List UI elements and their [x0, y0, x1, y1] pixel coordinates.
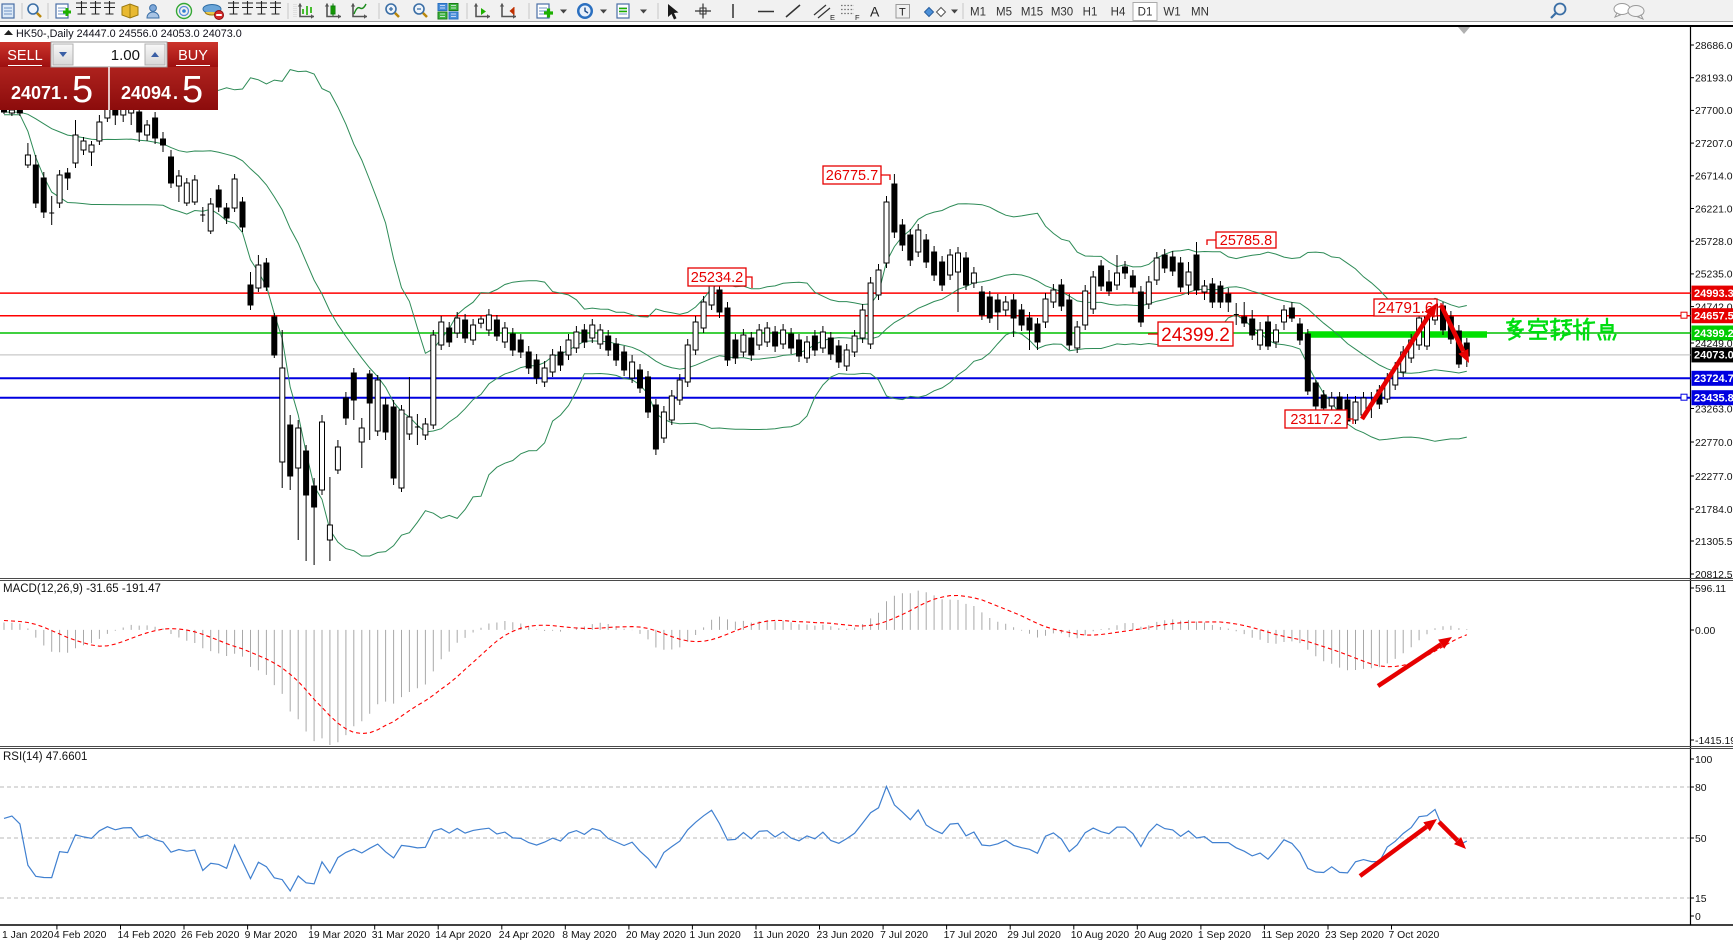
svg-text:23435.8: 23435.8	[1694, 393, 1733, 405]
svg-text:24399.2: 24399.2	[1694, 328, 1733, 340]
svg-text:20812.5: 20812.5	[1695, 570, 1733, 581]
svg-text:31 Mar 2020: 31 Mar 2020	[372, 930, 431, 941]
svg-text:7 Jul 2020: 7 Jul 2020	[880, 930, 928, 941]
svg-text:26714.0: 26714.0	[1695, 172, 1733, 183]
svg-text:M1: M1	[970, 7, 986, 19]
svg-text:24 Apr 2020: 24 Apr 2020	[499, 930, 555, 941]
svg-text:10 Aug 2020: 10 Aug 2020	[1071, 930, 1130, 941]
svg-text:HK50-,Daily 24447.0 24556.0 2: HK50-,Daily 24447.0 24556.0 24053.0 2407…	[16, 28, 242, 40]
svg-text:19 Mar 2020: 19 Mar 2020	[308, 930, 367, 941]
svg-text:W1: W1	[1163, 7, 1180, 19]
svg-text:27207.0: 27207.0	[1695, 139, 1733, 150]
svg-text:H4: H4	[1111, 7, 1126, 19]
svg-text:25235.0: 25235.0	[1695, 270, 1733, 281]
svg-text:8 May 2020: 8 May 2020	[562, 930, 617, 941]
svg-text:24249.0: 24249.0	[1695, 339, 1733, 350]
svg-text:28686.0: 28686.0	[1695, 41, 1733, 52]
svg-text:T: T	[899, 7, 906, 19]
svg-text:15: 15	[1695, 894, 1707, 905]
svg-text:80: 80	[1695, 783, 1707, 794]
svg-text:24993.3: 24993.3	[1694, 288, 1733, 300]
svg-text:100: 100	[1695, 755, 1713, 766]
svg-text:1 Jun 2020: 1 Jun 2020	[689, 930, 741, 941]
svg-text:26221.0: 26221.0	[1695, 204, 1733, 215]
svg-text:.: .	[63, 83, 68, 103]
svg-text:24742.0: 24742.0	[1695, 302, 1733, 313]
svg-text:25785.8: 25785.8	[1220, 233, 1272, 249]
svg-text:21784.0: 21784.0	[1695, 505, 1733, 516]
svg-text:M30: M30	[1051, 7, 1073, 19]
svg-text:28193.0: 28193.0	[1695, 74, 1733, 85]
svg-text:24399.2: 24399.2	[1161, 325, 1230, 346]
svg-text:0.00: 0.00	[1695, 626, 1715, 637]
svg-text:7 Oct 2020: 7 Oct 2020	[1389, 930, 1440, 941]
svg-text:22277.0: 22277.0	[1695, 472, 1733, 483]
svg-text:17 Jul 2020: 17 Jul 2020	[944, 930, 998, 941]
svg-text:9 Mar 2020: 9 Mar 2020	[245, 930, 298, 941]
svg-text:H1: H1	[1083, 7, 1098, 19]
svg-text:23117.2: 23117.2	[1290, 412, 1341, 428]
svg-text:4 Feb 2020: 4 Feb 2020	[54, 930, 107, 941]
svg-text:F: F	[855, 13, 860, 22]
svg-text:596.11: 596.11	[1695, 584, 1726, 595]
svg-text:RSI(14) 47.6601: RSI(14) 47.6601	[3, 751, 87, 763]
svg-text:A: A	[870, 4, 880, 20]
svg-text:1 Jan 2020: 1 Jan 2020	[2, 930, 54, 941]
svg-text:MN: MN	[1191, 7, 1209, 19]
svg-text:E: E	[830, 13, 835, 22]
svg-text:25728.0: 25728.0	[1695, 237, 1733, 248]
svg-text:MACD(12,26,9) -31.65 -191.47: MACD(12,26,9) -31.65 -191.47	[3, 583, 161, 595]
svg-text:BUY: BUY	[178, 48, 208, 64]
svg-text:14 Feb 2020: 14 Feb 2020	[118, 930, 177, 941]
svg-text:29 Jul 2020: 29 Jul 2020	[1007, 930, 1061, 941]
svg-text:20 Aug 2020: 20 Aug 2020	[1134, 930, 1193, 941]
svg-text:14 Apr 2020: 14 Apr 2020	[435, 930, 491, 941]
svg-text:23724.7: 23724.7	[1694, 373, 1733, 385]
svg-text:D1: D1	[1138, 7, 1153, 19]
svg-text:24657.5: 24657.5	[1694, 311, 1733, 323]
svg-text:26775.7: 26775.7	[826, 168, 878, 184]
svg-text:50: 50	[1695, 834, 1707, 845]
svg-text:SELL: SELL	[7, 48, 42, 64]
svg-text:23 Sep 2020: 23 Sep 2020	[1325, 930, 1384, 941]
svg-text:26 Feb 2020: 26 Feb 2020	[181, 930, 240, 941]
svg-text:22770.0: 22770.0	[1695, 438, 1733, 449]
svg-text:27700.0: 27700.0	[1695, 106, 1733, 117]
svg-text:.: .	[173, 83, 178, 103]
svg-text:-1415.19: -1415.19	[1695, 736, 1733, 747]
svg-text:1.00: 1.00	[111, 47, 140, 64]
svg-text:20 May 2020: 20 May 2020	[626, 930, 686, 941]
svg-text:11 Sep 2020: 11 Sep 2020	[1261, 930, 1319, 941]
svg-text:M15: M15	[1021, 7, 1043, 19]
svg-text:0: 0	[1695, 912, 1701, 923]
svg-text:24071: 24071	[11, 83, 61, 103]
svg-text:1 Sep 2020: 1 Sep 2020	[1198, 930, 1251, 941]
svg-text:21305.5: 21305.5	[1695, 537, 1733, 548]
svg-text:24791.6: 24791.6	[1377, 300, 1433, 317]
svg-text:24094: 24094	[121, 83, 171, 103]
svg-text:5: 5	[182, 69, 203, 111]
svg-text:11 Jun 2020: 11 Jun 2020	[753, 930, 810, 941]
svg-text:5: 5	[72, 69, 93, 111]
svg-text:M5: M5	[996, 7, 1012, 19]
svg-text:25234.2: 25234.2	[691, 270, 743, 286]
svg-text:24073.0: 24073.0	[1694, 350, 1733, 362]
svg-text:23263.0: 23263.0	[1695, 404, 1733, 415]
svg-text:23 Jun 2020: 23 Jun 2020	[817, 930, 874, 941]
